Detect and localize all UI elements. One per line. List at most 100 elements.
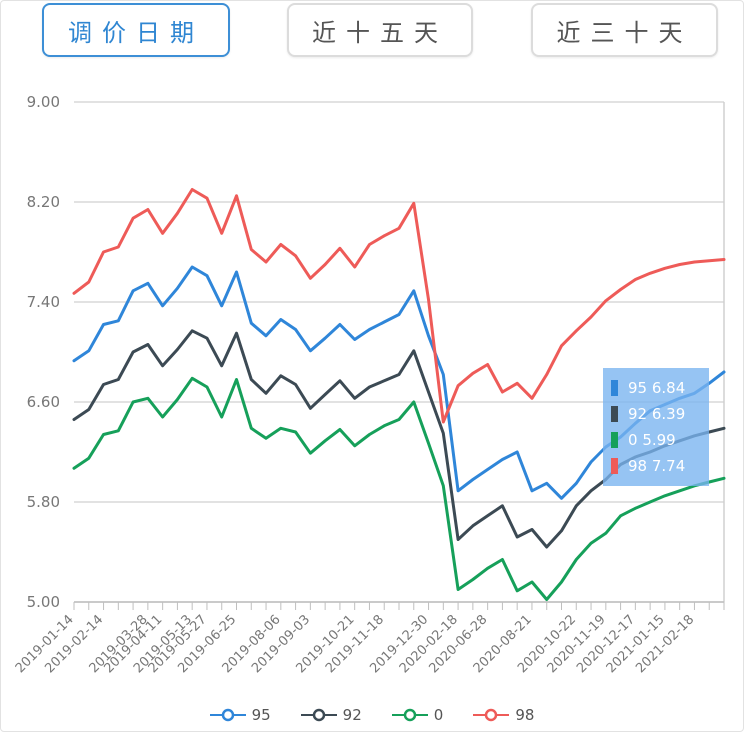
data-point-0: [397, 418, 401, 421]
data-point-92: [486, 514, 489, 517]
data-point-0: [589, 542, 593, 545]
tooltip-row: 0 5.99: [611, 427, 709, 453]
data-point-0: [427, 442, 430, 445]
data-point-98: [604, 299, 608, 302]
data-point-98: [383, 234, 386, 237]
data-point-0: [353, 444, 356, 447]
data-point-95: [471, 478, 475, 481]
data-point-0: [72, 467, 76, 470]
data-point-0: [131, 400, 135, 404]
data-point-98: [102, 250, 105, 254]
data-point-95: [161, 304, 164, 307]
legend-marker-icon: [209, 708, 246, 722]
data-point-0: [368, 433, 371, 436]
tooltip-row: 98 7.74: [611, 453, 709, 479]
tab-last-30-days[interactable]: 近三十天: [531, 3, 718, 57]
data-point-0: [515, 589, 519, 592]
data-point-98: [427, 298, 430, 301]
data-point-95: [427, 334, 430, 337]
data-point-92: [205, 337, 209, 340]
tab-last-15-days[interactable]: 近十五天: [287, 3, 473, 57]
data-point-95: [412, 289, 415, 292]
data-point-98: [442, 420, 445, 424]
tooltip-swatch: [611, 432, 618, 448]
data-point-95: [190, 265, 194, 269]
data-point-95: [353, 338, 356, 341]
data-point-0: [456, 588, 460, 591]
y-tick-label: 5.00: [27, 593, 60, 611]
tooltip-series-name: 95: [628, 379, 648, 397]
data-point-98: [663, 267, 667, 270]
data-point-95: [501, 458, 504, 461]
legend-item-0[interactable]: 0: [391, 706, 444, 724]
legend-marker-icon: [473, 708, 510, 722]
data-point-98: [456, 384, 460, 387]
data-point-0: [648, 500, 652, 504]
tooltip-swatch: [611, 458, 618, 474]
data-point-95: [309, 349, 312, 352]
data-point-0: [235, 378, 238, 381]
data-point-98: [353, 265, 356, 269]
data-point-98: [501, 390, 504, 394]
data-point-92: [589, 489, 593, 492]
data-point-0: [146, 397, 150, 400]
data-point-98: [250, 248, 253, 251]
data-point-92: [309, 407, 312, 410]
data-point-92: [427, 390, 430, 394]
legend-item-98[interactable]: 98: [473, 706, 534, 724]
data-point-0: [338, 428, 342, 431]
data-point-95: [117, 319, 120, 322]
data-point-98: [205, 197, 209, 200]
data-point-92: [338, 379, 342, 382]
data-point-98: [220, 232, 223, 235]
data-point-95: [87, 349, 90, 352]
data-point-0: [161, 415, 164, 419]
data-point-98: [708, 259, 711, 262]
data-point-98: [515, 382, 519, 385]
data-point-98: [412, 202, 415, 205]
data-point-0: [250, 427, 253, 430]
data-point-0: [117, 429, 120, 432]
data-point-0: [471, 578, 475, 581]
legend-item-92[interactable]: 92: [300, 706, 362, 724]
data-point-98: [87, 280, 90, 284]
legend-label: 98: [515, 706, 535, 724]
tooltip-series-name: 0: [628, 431, 638, 449]
legend-label: 0: [433, 706, 444, 724]
data-point-95: [383, 320, 386, 324]
data-point-95: [323, 337, 327, 340]
data-point-92: [131, 350, 135, 354]
data-point-95: [368, 328, 371, 331]
data-point-98: [338, 247, 342, 250]
data-point-98: [309, 277, 312, 280]
data-point-92: [515, 535, 519, 539]
data-point-92: [146, 343, 150, 346]
data-point-98: [323, 263, 327, 266]
data-point-92: [442, 432, 445, 435]
data-point-0: [264, 437, 268, 440]
data-point-0: [102, 433, 105, 436]
data-point-98: [176, 212, 179, 215]
data-point-0: [220, 415, 223, 419]
data-point-95: [397, 313, 401, 316]
tab-adjust-date[interactable]: 调价日期: [42, 3, 230, 57]
y-tick-label: 5.80: [27, 493, 60, 511]
data-point-92: [102, 383, 105, 386]
data-point-98: [279, 243, 283, 246]
tooltip-series-name: 98: [628, 457, 648, 475]
legend-item-95[interactable]: 95: [209, 706, 271, 724]
y-tick-label: 6.60: [27, 393, 60, 411]
data-point-92: [501, 504, 504, 507]
data-point-98: [264, 260, 268, 264]
data-point-98: [545, 373, 548, 376]
data-point-92: [368, 385, 371, 389]
data-point-92: [383, 379, 386, 382]
data-point-0: [486, 567, 489, 570]
data-point-0: [575, 558, 578, 561]
data-point-0: [530, 580, 534, 584]
data-point-92: [545, 545, 548, 549]
data-point-0: [87, 457, 90, 460]
data-point-0: [294, 430, 297, 434]
y-tick-label: 8.20: [27, 193, 60, 211]
